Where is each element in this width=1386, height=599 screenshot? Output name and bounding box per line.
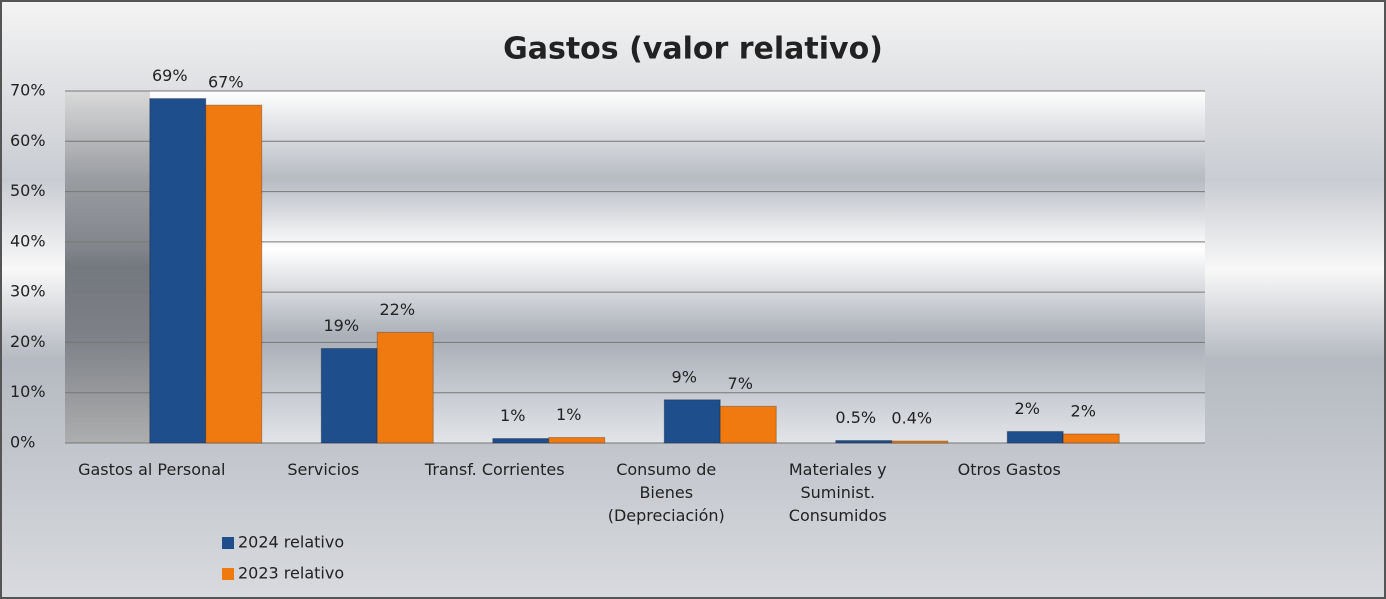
x-tick-label: Servicios [287,460,360,479]
bar [376,331,434,444]
data-label: 1% [500,406,525,425]
data-label: 0.4% [891,408,932,427]
y-tick-label: 20% [10,332,46,351]
legend-swatch [222,568,234,580]
data-label: 9% [672,367,697,386]
bar [835,439,893,444]
data-label: 0.5% [835,408,876,427]
bar [149,98,207,444]
x-tick-label: Otros Gastos [957,460,1061,479]
data-label: 2% [1015,399,1040,418]
x-tick-label: Consumo de Bienes (Depreciación) [607,460,725,525]
y-tick-label: 40% [10,231,46,250]
bar [320,347,378,444]
y-tick-label: 50% [10,181,46,200]
y-tick-label: 30% [10,282,46,301]
bar [1006,430,1064,444]
legend-label: 2024 relativo [238,533,344,552]
y-tick-label: 60% [10,131,46,150]
data-label: 69% [152,66,188,85]
bar [719,405,777,444]
bar [1062,433,1120,444]
y-tick-label: 10% [10,382,46,401]
bar [492,437,550,444]
chart-title: Gastos (valor relativo) [503,32,883,67]
side-wall [65,91,150,443]
x-tick-label: Transf. Corrientes [424,460,565,479]
y-tick-label: 70% [10,81,46,100]
bar [548,436,606,444]
x-tick-label: Materiales y Suminist. Consumidos [788,460,887,525]
legend-swatch [222,537,234,549]
y-tick-label: 0% [10,433,35,452]
bar [663,399,721,444]
data-label: 1% [556,405,581,424]
x-tick-label: Gastos al Personal [78,460,226,479]
bar [891,440,949,444]
data-label: 7% [728,374,753,393]
data-label: 2% [1071,401,1096,420]
bar [205,104,263,444]
data-label: 67% [208,73,244,92]
data-label: 22% [379,300,415,319]
data-label: 19% [323,316,359,335]
legend-label: 2023 relativo [238,564,344,583]
